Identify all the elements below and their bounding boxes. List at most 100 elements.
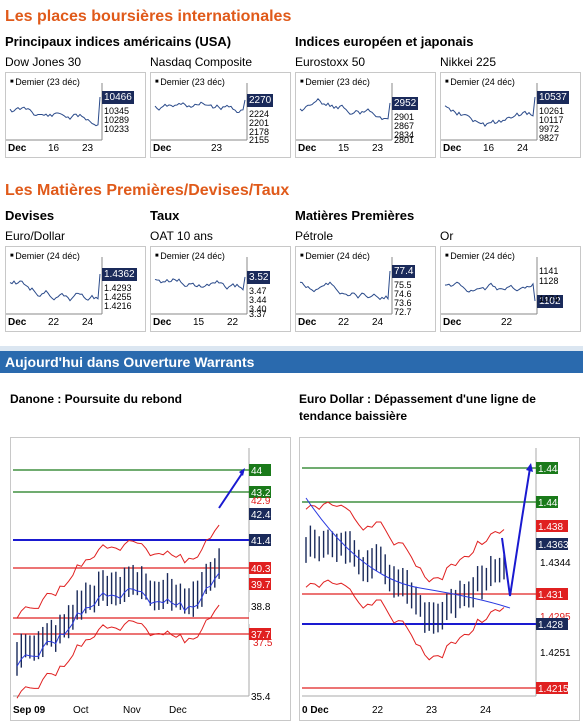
danone-chart[interactable]: 44 43.2 42.9 41.4 40.3 37.7 42.4 39.7 38.8 37.5 35…: [10, 437, 291, 721]
mini-x-tick: 23: [211, 143, 223, 154]
x-tick: Nov: [123, 705, 141, 716]
mini-chart-6[interactable]: Demier (24 déc) 77.4 75.574.673.672.7 Dec 22…: [295, 246, 436, 332]
mini-tick-label: 1.4293: [104, 283, 132, 293]
svg-text:1.438: 1.438: [538, 522, 563, 533]
mini-x-tick: Dec: [298, 317, 317, 328]
section-title-warrants: Aujourd'hui dans Ouverture Warrants: [5, 354, 255, 370]
level-badge: 37.7: [249, 628, 271, 641]
x-tick: Dec: [169, 705, 187, 716]
mini-line-svg: [6, 257, 103, 315]
mini-last-value: 10466: [102, 91, 134, 104]
mini-last-value: 1.4362: [102, 268, 137, 281]
article-title-eurusd-2[interactable]: tendance baissière: [299, 409, 408, 423]
mini-x-tick: Dec: [8, 317, 27, 328]
mini-chart-5[interactable]: Demier (24 déc) 3.52 3.473.443.403.37 Dec 15…: [150, 246, 291, 332]
mini-tick-label: 75.5: [394, 280, 412, 290]
svg-text:1.428: 1.428: [538, 620, 563, 631]
last-badge: [249, 508, 271, 520]
mini-x-tick: 23: [372, 143, 384, 154]
level-badge: [536, 520, 568, 532]
mini-series-line: [444, 281, 536, 302]
mini-legend: Demier (23 déc): [155, 77, 225, 87]
group-title-commodities: Matières Premières: [295, 208, 415, 223]
warrants-band: Aujourd'hui dans Ouverture Warrants: [0, 346, 583, 373]
mini-legend: Demier (23 déc): [10, 77, 80, 87]
mini-x-tick: 15: [338, 143, 350, 154]
mini-x-tick: 23: [82, 143, 94, 154]
moving-average: [305, 497, 511, 609]
label-eurusd[interactable]: Euro/Dollar: [5, 229, 66, 243]
mini-x-tick: 24: [517, 143, 529, 154]
label-dow-jones[interactable]: Dow Jones 30: [5, 55, 82, 69]
axis-label: 1.4344: [540, 558, 571, 569]
mini-tick-label: 1141: [539, 266, 559, 276]
label-nikkei[interactable]: Nikkei 225: [440, 55, 497, 69]
bollinger-lower: [16, 604, 220, 699]
svg-text:1.4215: 1.4215: [538, 684, 569, 695]
mini-series-line: [299, 270, 391, 301]
mini-series-line: [299, 97, 391, 121]
mini-legend: Demier (24 déc): [445, 77, 515, 87]
mini-series-line: [9, 96, 101, 127]
svg-text:44: 44: [251, 466, 263, 477]
mini-x-tick: Dec: [298, 143, 317, 154]
article-title-danone[interactable]: Danone : Poursuite du rebond: [10, 392, 183, 406]
mini-line-svg: [151, 83, 248, 141]
mini-x-tick: Dec: [443, 143, 462, 154]
level-badge: 41.4: [249, 534, 271, 547]
x-tick: Oct: [73, 705, 89, 716]
mini-tick-label: 2178: [249, 127, 270, 137]
mini-series-line: [9, 273, 101, 302]
group-title-us: Principaux indices américains (USA): [5, 34, 232, 49]
mini-tick-label: 2901: [394, 112, 415, 122]
bollinger-upper: [305, 501, 505, 583]
mini-tick-label: 1.4255: [104, 292, 132, 302]
svg-text:43.2: 43.2: [251, 488, 271, 499]
level-badge: 40.3: [249, 562, 271, 575]
mini-tick-label: 3.47: [249, 286, 267, 296]
mini-x-tick: 15: [193, 317, 205, 328]
label-oat[interactable]: OAT 10 ans: [150, 229, 213, 243]
mini-legend: Demier (24 déc): [445, 251, 515, 261]
mini-tick-label: 9972: [539, 124, 560, 134]
mini-last-value: 77.4: [392, 265, 416, 278]
mini-x-tick: Dec: [8, 143, 27, 154]
level-badge: [249, 612, 271, 624]
level-badge: 43.2: [249, 486, 271, 499]
mini-last-value: 10537: [537, 91, 569, 104]
mini-tick-label: 2834: [394, 130, 415, 140]
bollinger-lower: [305, 579, 505, 661]
svg-text:1.4405: 1.4405: [538, 498, 569, 509]
mini-tick-label: 2867: [394, 121, 415, 131]
article-title-eurusd-1[interactable]: Euro Dollar : Dépassement d'une ligne de: [299, 392, 536, 406]
mini-tick-label: 10289: [104, 115, 130, 125]
mini-tick-label: 2155: [249, 135, 270, 145]
label-gold[interactable]: Or: [440, 229, 454, 243]
label-nasdaq[interactable]: Nasdaq Composite: [150, 55, 253, 69]
last-badge: [536, 538, 568, 550]
mini-x-tick: Dec: [153, 317, 172, 328]
label-oil[interactable]: Pétrole: [295, 229, 334, 243]
label-eurostoxx[interactable]: Eurostoxx 50: [295, 55, 366, 69]
mini-line-svg: [296, 83, 393, 141]
mini-tick-label: 1074: [539, 294, 560, 304]
group-title-rates: Taux: [150, 208, 180, 223]
svg-text:40.3: 40.3: [251, 564, 271, 575]
trend-arrow: [501, 467, 531, 597]
group-title-fx: Devises: [5, 208, 55, 223]
mini-legend: Demier (24 déc): [300, 251, 370, 261]
mini-last-value: 2270: [247, 94, 274, 107]
mini-tick-label: 3.44: [249, 295, 267, 305]
mini-tick-label: 72.7: [394, 307, 412, 317]
section-title-markets: Les places boursières internationales: [5, 8, 292, 25]
eurusd-chart[interactable]: 1.444 1.4405 1.438 1.4363 1.4344 1.431 1.4295 1…: [299, 437, 580, 721]
mini-legend: Demier (24 déc): [10, 251, 80, 261]
axis-label: 37.5: [253, 638, 273, 649]
trend-arrow: [218, 471, 244, 509]
